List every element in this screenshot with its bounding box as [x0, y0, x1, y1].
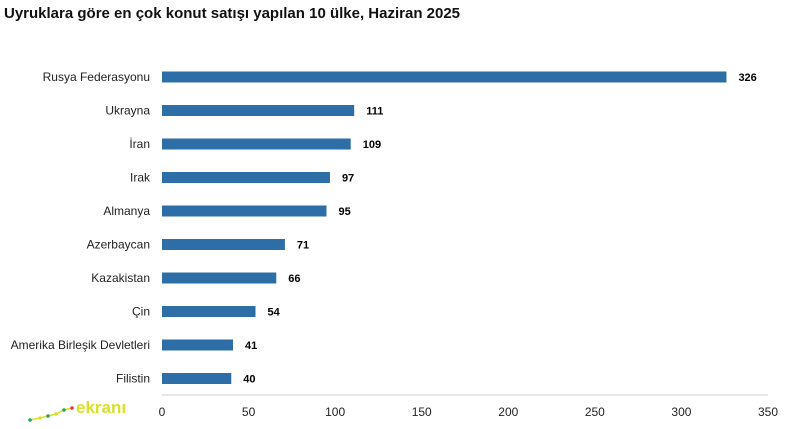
chart-title: Uyruklara göre en çok konut satışı yapıl…: [4, 5, 461, 22]
category-label: İran: [129, 137, 150, 151]
bar: [162, 339, 233, 351]
bar: [162, 373, 232, 384]
x-tick-label: 100: [325, 405, 345, 419]
category-label: Azerbaycan: [87, 238, 150, 252]
bar: [162, 71, 727, 83]
category-label: Rusya Federasyonu: [43, 70, 150, 84]
data-label: 97: [342, 173, 354, 185]
data-label: 326: [738, 72, 756, 84]
category-label: Kazakistan: [91, 271, 150, 285]
x-tick-label: 200: [498, 405, 518, 419]
ekrani-logo: ekranı: [26, 398, 136, 424]
bar: [162, 105, 355, 116]
x-tick-label: 150: [412, 405, 432, 419]
x-tick-label: 300: [671, 405, 691, 419]
bar: [162, 205, 327, 217]
x-tick-label: 50: [242, 405, 256, 419]
data-label: 111: [366, 106, 383, 118]
category-label: Filistin: [116, 372, 150, 386]
bar: [162, 272, 277, 284]
value-labels: 326 111 109 97 95 71 66 54 41 40: [243, 72, 757, 386]
x-tick-label: 250: [585, 405, 605, 419]
bar: [162, 239, 285, 250]
x-tick-label: 350: [758, 405, 778, 419]
category-label: Almanya: [103, 204, 150, 218]
category-label: Çin: [132, 305, 150, 319]
x-axis-ticks: 0 50 100 150 200 250 300 350: [159, 405, 779, 419]
x-tick-label: 0: [159, 405, 166, 419]
data-label: 95: [338, 206, 350, 218]
bar: [162, 172, 330, 183]
bars-layer: [162, 71, 727, 384]
category-label: Ukrayna: [105, 104, 150, 118]
data-label: 40: [243, 374, 255, 386]
logo-mark-icon: [28, 406, 74, 422]
data-label: 71: [297, 240, 309, 252]
bar: [162, 138, 351, 150]
category-label: Irak: [130, 171, 151, 185]
data-label: 66: [288, 273, 300, 285]
data-label: 109: [363, 139, 381, 151]
data-label: 41: [245, 340, 257, 352]
bar: [162, 306, 256, 317]
category-label: Amerika Birleşik Devletleri: [11, 338, 150, 352]
category-labels: Rusya Federasyonu Ukrayna İran Irak Almanya A…: [11, 70, 151, 386]
logo-text: ekranı: [76, 398, 127, 417]
data-label: 54: [267, 307, 280, 319]
